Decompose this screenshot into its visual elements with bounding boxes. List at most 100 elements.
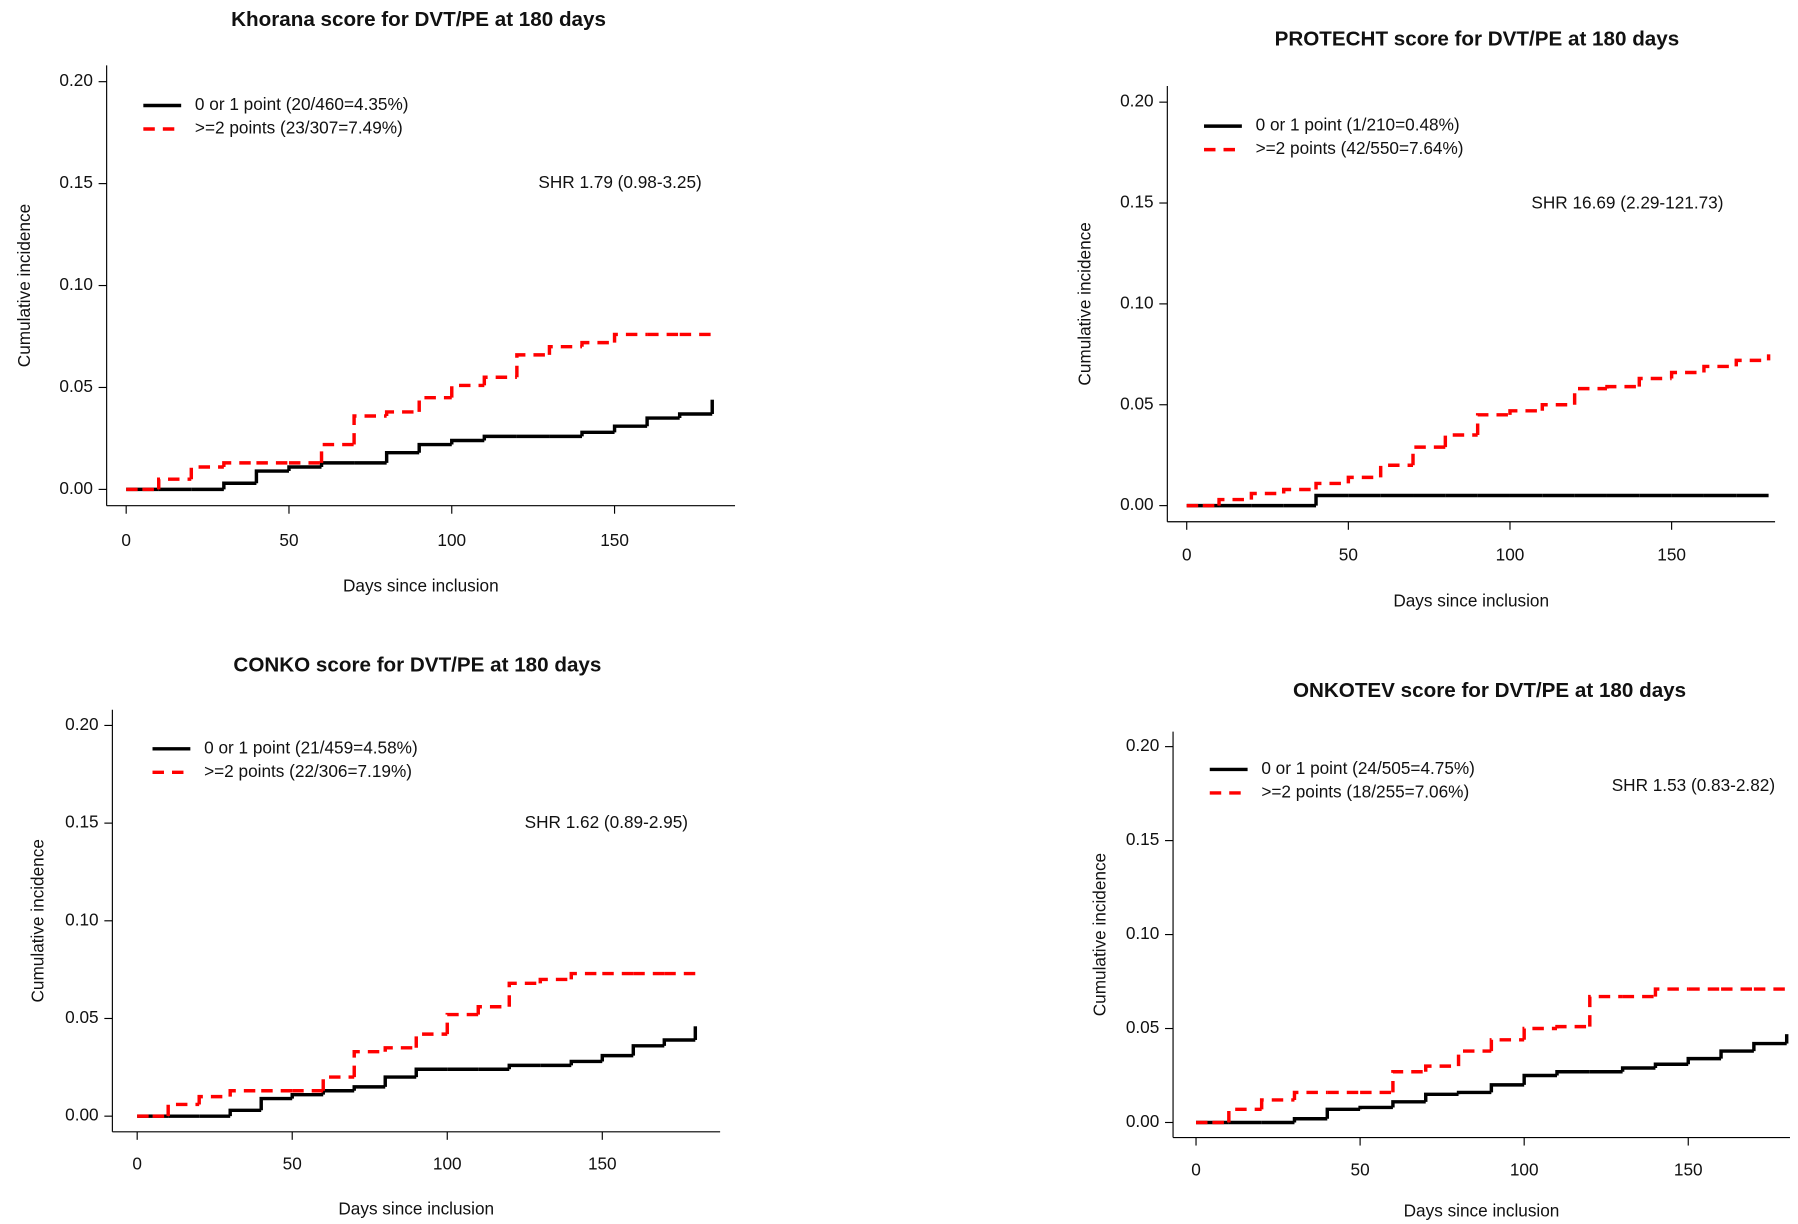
step-segment xyxy=(600,1053,634,1062)
step-segment xyxy=(1508,409,1543,415)
step-segment xyxy=(482,434,517,441)
step-segment xyxy=(197,1094,231,1105)
step-segment xyxy=(290,1092,324,1099)
step-segment xyxy=(222,461,257,467)
step-segment xyxy=(612,332,648,343)
step-segment xyxy=(1411,445,1446,466)
step-segment xyxy=(383,1046,417,1052)
step-segment xyxy=(1620,1066,1656,1072)
step-segment xyxy=(1456,1090,1492,1095)
step-segment xyxy=(1391,1070,1426,1093)
step-segment xyxy=(569,1059,603,1066)
step-segment xyxy=(1702,364,1737,373)
legend-label: 0 or 1 point (1/210=0.48%) xyxy=(1256,115,1460,135)
step-segment xyxy=(1719,1049,1754,1059)
y-tick-label: 0.15 xyxy=(1126,829,1159,849)
step-segment xyxy=(319,442,355,463)
y-tick-label: 0.15 xyxy=(1120,192,1153,212)
x-tick-label: 100 xyxy=(1510,1159,1539,1179)
x-tick-label: 50 xyxy=(1351,1159,1370,1179)
step-segment xyxy=(321,1089,355,1095)
y-tick-label: 0.10 xyxy=(65,909,98,929)
x-tick-label: 0 xyxy=(121,530,131,550)
step-segment xyxy=(157,477,192,490)
step-segment xyxy=(1281,487,1317,494)
step-segment xyxy=(1227,1107,1262,1123)
step-segment xyxy=(450,383,485,398)
annotation: SHR 1.79 (0.98-3.25) xyxy=(538,172,701,192)
y-tick-label: 0.05 xyxy=(1120,393,1153,413)
step-segment xyxy=(1424,1064,1459,1072)
step-segment xyxy=(319,461,355,467)
step-segment xyxy=(507,1063,541,1070)
step-segment xyxy=(1217,497,1252,506)
step-segment xyxy=(1555,1024,1590,1029)
step-segment xyxy=(1653,987,1689,997)
step-segment xyxy=(1292,1090,1328,1100)
step-segment xyxy=(612,424,648,433)
step-segment xyxy=(417,442,452,453)
step-segment xyxy=(538,977,572,984)
y-tick-label: 0.20 xyxy=(1120,91,1153,111)
legend-label: 0 or 1 point (21/459=4.58%) xyxy=(204,737,418,757)
step-segment xyxy=(1325,1107,1361,1119)
y-tick-label: 0.15 xyxy=(65,812,98,832)
y-axis-label: Cumulative incidence xyxy=(14,204,34,367)
x-tick-label: 50 xyxy=(283,1154,302,1174)
step-segment xyxy=(507,981,541,1007)
y-axis-label: Cumulative incidence xyxy=(28,839,48,1002)
x-axis-label: Days since inclusion xyxy=(1393,591,1549,611)
step-segment xyxy=(1346,475,1381,484)
step-segment xyxy=(631,1044,665,1056)
x-tick-label: 0 xyxy=(1182,545,1192,565)
step-segment xyxy=(222,481,257,490)
y-tick-label: 0.05 xyxy=(59,376,92,396)
y-tick-label: 0.05 xyxy=(65,1007,98,1027)
y-tick-label: 0.05 xyxy=(1126,1017,1159,1037)
step-segment xyxy=(254,469,289,484)
legend-label: >=2 points (22/306=7.19%) xyxy=(204,761,412,781)
x-tick-label: 100 xyxy=(437,530,466,550)
y-tick-label: 0.00 xyxy=(1126,1111,1159,1131)
annotation: SHR 16.69 (2.29-121.73) xyxy=(1531,193,1723,213)
x-tick-label: 50 xyxy=(279,530,298,550)
step-segment xyxy=(1734,358,1769,367)
step-segment xyxy=(352,1085,386,1091)
step-segment xyxy=(1522,1073,1557,1085)
step-segment xyxy=(1572,386,1607,405)
step-segment xyxy=(228,1089,262,1097)
y-tick-label: 0.00 xyxy=(59,478,92,498)
step-segment xyxy=(1653,1062,1689,1068)
step-segment xyxy=(383,1075,417,1087)
y-tick-label: 0.20 xyxy=(1126,735,1159,755)
step-segment xyxy=(228,1108,262,1117)
step-segment xyxy=(1475,413,1510,436)
legend-label: >=2 points (23/307=7.49%) xyxy=(195,118,403,138)
step-segment xyxy=(384,410,420,417)
y-tick-label: 0.10 xyxy=(1120,292,1153,312)
step-segment xyxy=(450,438,485,445)
legend-label: 0 or 1 point (24/505=4.75%) xyxy=(1261,758,1475,778)
step-segment xyxy=(384,450,420,463)
legend-label: 0 or 1 point (20/460=4.35%) xyxy=(195,94,409,114)
y-tick-label: 0.15 xyxy=(59,172,92,192)
annotation: SHR 1.62 (0.89-2.95) xyxy=(525,812,688,832)
y-axis-label: Cumulative incidence xyxy=(1074,222,1094,385)
step-segment xyxy=(1391,1100,1426,1108)
step-segment xyxy=(1292,1117,1328,1123)
annotation: SHR 1.53 (0.83-2.82) xyxy=(1612,775,1775,795)
step-segment xyxy=(414,1032,448,1048)
step-segment xyxy=(677,412,713,419)
x-tick-label: 50 xyxy=(1339,545,1358,565)
y-axis-label: Cumulative incidence xyxy=(1089,853,1109,1016)
step-segment xyxy=(287,465,322,472)
step-segment xyxy=(1489,1083,1525,1093)
step-segment xyxy=(1314,481,1349,490)
y-tick-label: 0.10 xyxy=(1126,923,1159,943)
x-axis-label: Days since inclusion xyxy=(1404,1201,1560,1221)
step-segment xyxy=(1686,1056,1722,1065)
step-segment xyxy=(1540,403,1575,411)
chart-title: Khorana score for DVT/PE at 180 days xyxy=(231,8,606,31)
